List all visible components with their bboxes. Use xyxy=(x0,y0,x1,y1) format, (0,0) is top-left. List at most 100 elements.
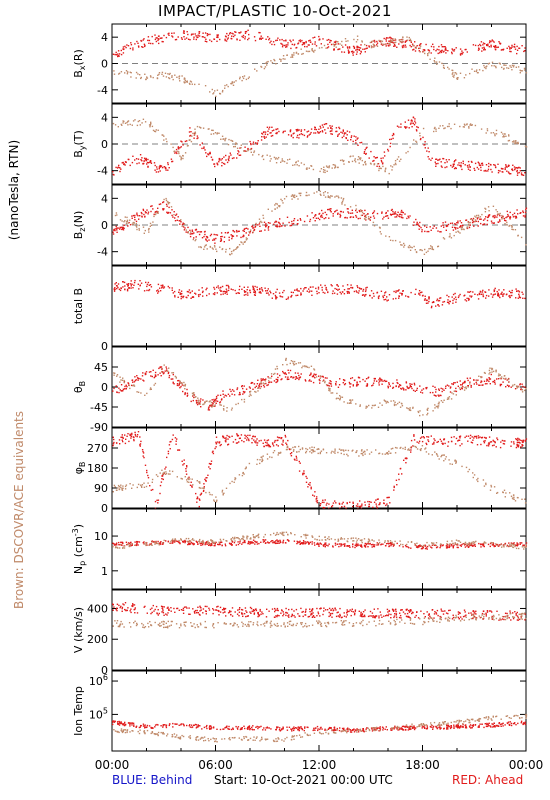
data-point xyxy=(134,379,137,382)
data-point xyxy=(391,169,393,171)
data-point xyxy=(338,503,341,505)
data-point xyxy=(216,499,218,501)
data-point xyxy=(498,373,500,375)
data-point xyxy=(389,385,391,387)
data-point xyxy=(233,394,236,396)
data-point xyxy=(191,296,194,298)
data-point xyxy=(116,374,119,376)
data-point xyxy=(164,72,167,74)
data-point xyxy=(489,371,491,374)
data-point xyxy=(343,450,345,452)
data-point xyxy=(208,406,210,408)
data-point xyxy=(502,295,504,297)
data-point xyxy=(127,433,129,435)
data-point xyxy=(224,138,226,140)
data-point xyxy=(165,368,168,370)
data-point xyxy=(486,128,489,130)
data-point xyxy=(186,481,189,483)
data-point xyxy=(305,41,307,44)
data-point xyxy=(362,378,364,381)
data-point xyxy=(435,128,437,130)
data-point xyxy=(289,129,292,131)
data-point xyxy=(243,473,245,475)
data-point xyxy=(482,42,485,44)
data-point xyxy=(133,438,135,441)
data-point xyxy=(118,439,121,441)
data-point xyxy=(502,49,504,51)
data-point xyxy=(486,129,489,132)
data-point xyxy=(175,213,178,215)
data-point xyxy=(412,49,414,51)
data-point xyxy=(164,166,167,169)
data-point xyxy=(416,223,418,226)
data-point xyxy=(202,487,204,489)
data-point xyxy=(152,369,154,371)
data-point xyxy=(511,46,513,48)
data-point xyxy=(385,38,387,40)
y-tick-label: 1 xyxy=(101,565,108,578)
data-point xyxy=(225,487,228,489)
data-point xyxy=(210,133,212,135)
data-point xyxy=(265,292,268,294)
data-point xyxy=(331,130,333,132)
data-point xyxy=(241,398,243,401)
data-point xyxy=(422,51,425,53)
series-ahead xyxy=(112,116,526,176)
data-point xyxy=(407,119,410,121)
data-point xyxy=(217,36,219,38)
data-point xyxy=(303,163,305,166)
data-point xyxy=(345,507,347,509)
data-point xyxy=(206,240,208,242)
data-point xyxy=(192,393,195,395)
data-point xyxy=(264,66,267,68)
data-point xyxy=(339,213,341,216)
data-point xyxy=(185,470,187,472)
data-point xyxy=(334,167,336,169)
data-point xyxy=(282,44,284,46)
data-point xyxy=(229,152,231,154)
data-point xyxy=(112,443,115,445)
data-point xyxy=(308,366,310,369)
data-point xyxy=(147,474,149,477)
data-point xyxy=(334,211,336,213)
data-point xyxy=(461,384,463,386)
data-point xyxy=(469,224,471,226)
data-point xyxy=(232,289,234,291)
data-point xyxy=(344,38,347,40)
data-point xyxy=(275,378,277,381)
data-point xyxy=(199,144,201,146)
series-equivalent xyxy=(113,357,527,417)
data-point xyxy=(419,294,421,296)
data-point xyxy=(365,44,368,47)
data-point xyxy=(341,40,343,43)
data-point xyxy=(298,374,300,377)
data-point xyxy=(121,434,123,436)
data-point xyxy=(340,210,342,213)
data-point xyxy=(196,497,199,499)
data-point xyxy=(246,238,248,240)
data-point xyxy=(439,297,441,299)
data-point xyxy=(312,168,315,171)
data-point xyxy=(358,157,361,159)
data-point xyxy=(271,442,274,444)
data-point xyxy=(197,137,199,139)
data-point xyxy=(282,364,284,366)
data-point xyxy=(502,168,504,170)
data-point xyxy=(148,371,151,373)
data-point xyxy=(234,289,236,292)
data-point xyxy=(485,67,487,70)
data-point xyxy=(317,217,319,219)
data-point xyxy=(412,407,414,409)
data-point xyxy=(505,135,507,137)
data-point xyxy=(374,157,377,159)
data-point xyxy=(146,77,149,79)
data-point xyxy=(389,542,391,545)
data-point xyxy=(265,223,267,225)
data-point xyxy=(390,138,393,140)
data-point xyxy=(408,244,411,247)
data-point xyxy=(249,140,251,143)
data-point xyxy=(335,195,338,197)
data-point xyxy=(259,382,261,385)
data-point xyxy=(215,398,217,401)
data-point xyxy=(297,160,299,162)
